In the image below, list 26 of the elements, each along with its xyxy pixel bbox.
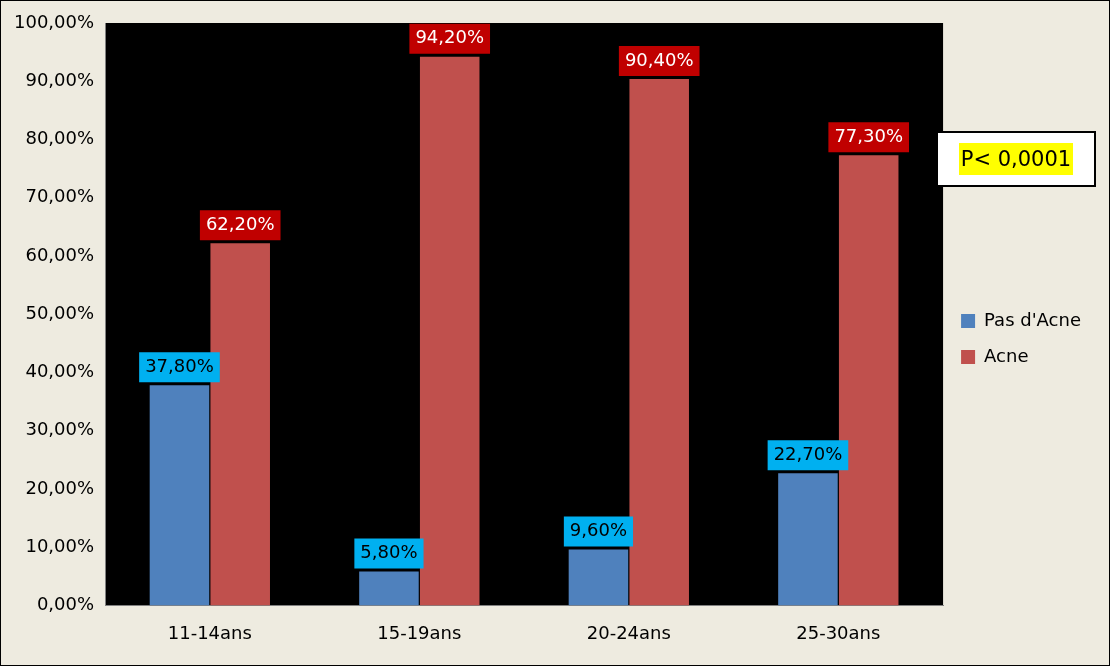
data-label: 22,70% bbox=[773, 442, 843, 464]
y-tick-label: 50,00% bbox=[25, 301, 95, 323]
data-label: 94,20% bbox=[415, 26, 485, 48]
y-tick-label: 60,00% bbox=[25, 243, 95, 265]
y-tick-label: 100,00% bbox=[13, 10, 95, 32]
data-label: 37,80% bbox=[145, 354, 214, 376]
x-tick-label: 11-14ans bbox=[167, 621, 252, 643]
data-label: 77,30% bbox=[834, 124, 904, 146]
y-tick-label: 20,00% bbox=[25, 476, 95, 498]
data-label: 9,60% bbox=[569, 519, 628, 541]
x-tick-label: 20-24ans bbox=[586, 621, 671, 643]
x-tick-label: 25-30ans bbox=[796, 621, 881, 643]
legend-label: Acne bbox=[984, 344, 1029, 366]
legend-label: Pas d'Acne bbox=[984, 308, 1082, 330]
y-tick-label: 0,00% bbox=[36, 593, 95, 615]
y-tick-label: 10,00% bbox=[25, 534, 95, 556]
data-label: 62,20% bbox=[205, 212, 275, 234]
y-tick-label: 40,00% bbox=[25, 360, 95, 382]
y-tick-label: 90,00% bbox=[25, 68, 95, 90]
x-tick-label: 15-19ans bbox=[377, 621, 462, 643]
data-label: 90,40% bbox=[624, 48, 694, 70]
text: P< 0,0001 bbox=[958, 143, 1074, 175]
data-label: 5,80% bbox=[360, 541, 418, 563]
y-tick-label: 30,00% bbox=[25, 418, 95, 440]
y-tick-label: 80,00% bbox=[25, 127, 95, 149]
y-tick-label: 70,00% bbox=[25, 185, 95, 207]
